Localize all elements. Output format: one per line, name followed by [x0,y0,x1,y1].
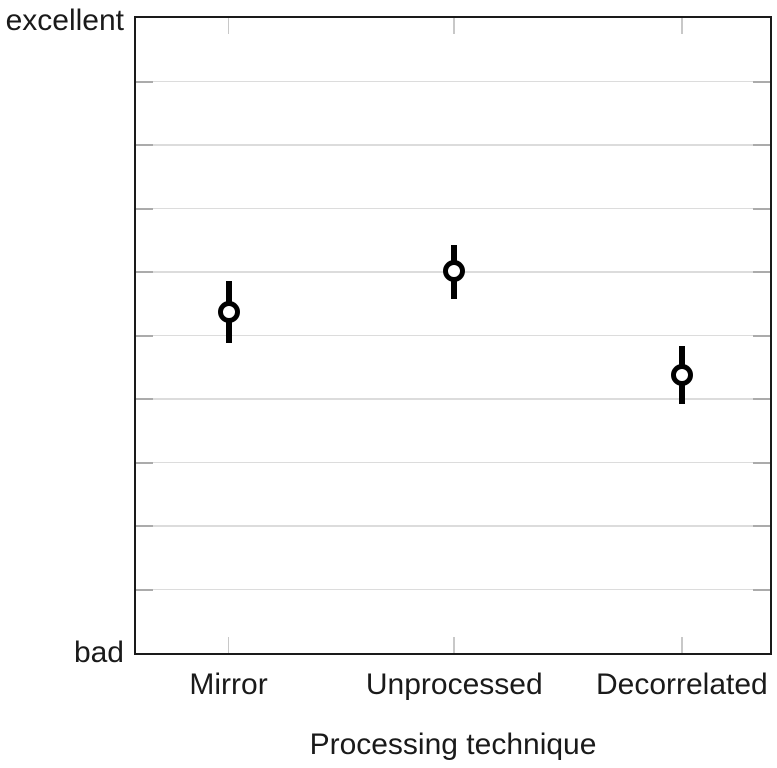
gridline [136,144,770,146]
plot-area [134,16,772,655]
y-axis-tick-left [136,207,153,210]
y-axis-tick-right [753,588,770,591]
y-axis-tick-right [753,525,770,527]
y-axis-tick-left [136,334,153,337]
y-axis-tick-left [136,588,153,591]
y-axis-label-excellent: excellent [5,4,124,37]
y-axis-tick-right [753,398,770,400]
gridline [136,207,770,210]
y-axis-tick-left [136,144,153,146]
data-point-circle [670,363,693,386]
y-axis-tick-left [136,80,153,83]
gridline [136,588,770,591]
y-axis-tick-right [753,461,770,464]
data-point-circle [217,301,240,323]
x-axis-tick-top [453,18,456,34]
x-axis-tick-top [681,18,683,34]
x-tick-label: Unprocessed [365,668,543,701]
gridline [136,80,770,83]
y-axis-tick-left [136,525,153,527]
x-axis-tick-bottom [681,637,683,653]
y-axis-tick-left [136,461,153,464]
x-axis-tick-top [227,18,230,34]
y-axis-tick-left [136,398,153,400]
x-axis-title: Processing technique [309,728,597,761]
y-axis-tick-right [753,207,770,210]
y-axis-tick-right [753,144,770,146]
x-axis-tick-bottom [227,637,230,653]
x-tick-label: Decorrelated [595,668,768,701]
gridline [136,461,770,464]
x-tick-label: Mirror [189,668,268,701]
x-axis-tick-bottom [453,637,456,653]
data-point-circle [443,260,466,283]
gridline [136,525,770,527]
y-axis-tick-right [753,271,770,273]
y-axis-label-bad: bad [73,636,124,669]
y-axis-tick-right [753,334,770,337]
y-axis-tick-left [136,271,153,273]
gridline [136,334,770,337]
gridline [136,398,770,400]
y-axis-tick-right [753,80,770,83]
